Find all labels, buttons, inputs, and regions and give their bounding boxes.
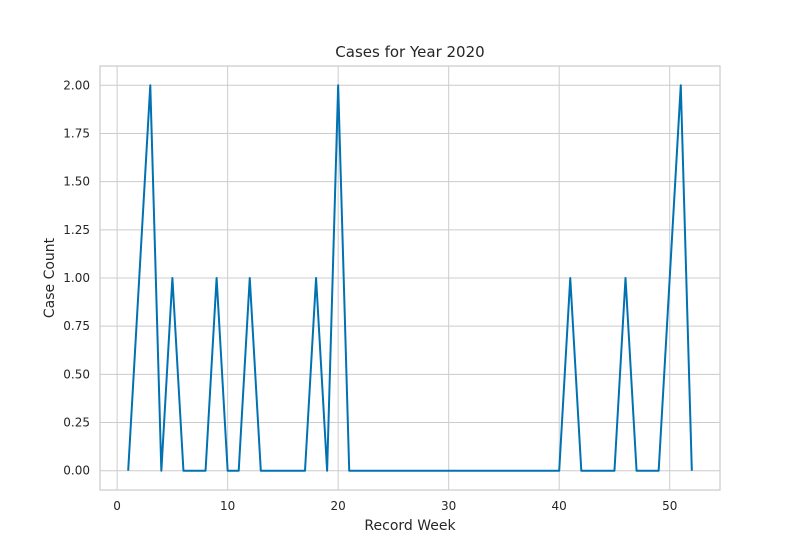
y-tick-label: 0.50 [63,367,90,381]
x-tick-label: 20 [331,499,346,513]
series-line [127,84,693,472]
x-tick-label: 50 [662,499,677,513]
y-tick-labels: 0.00 0.25 0.50 0.75 1.00 1.25 1.50 1.75 2.00 [63,78,90,477]
series-layer [127,84,693,472]
y-tick-label: 1.50 [63,175,90,189]
plot-frame [99,65,721,491]
x-tick-label: 30 [441,499,456,513]
y-tick-label: 1.75 [63,126,90,140]
x-tick-label: 10 [220,499,235,513]
y-tick-label: 1.00 [63,271,90,285]
x-tick-label: 40 [552,499,567,513]
y-tick-label: 1.25 [63,223,90,237]
chart-title: Cases for Year 2020 [335,43,484,61]
x-tick-label: 0 [113,499,121,513]
y-tick-label: 2.00 [63,78,90,92]
x-tick-labels: 0 10 20 30 40 50 [113,499,677,513]
x-axis-label: Record Week [364,518,456,534]
y-tick-label: 0.75 [63,319,90,333]
y-tick-label: 0.00 [63,464,90,478]
y-axis-label: Case Count [42,237,58,318]
y-tick-label: 0.25 [63,416,90,430]
grid-lines [100,66,720,490]
